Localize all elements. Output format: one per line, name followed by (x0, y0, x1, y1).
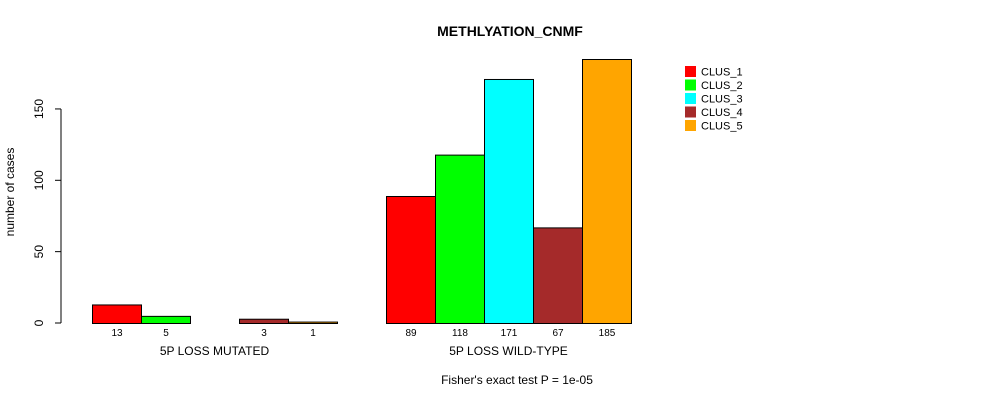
legend-swatch (685, 66, 696, 77)
chart-title: METHLYATION_CNMF (437, 23, 583, 39)
legend-label: CLUS_4 (701, 107, 743, 119)
y-tick-label: 100 (32, 170, 46, 190)
group-labels: 5P LOSS MUTATED 5P LOSS WILD-TYPE (160, 344, 568, 358)
bars (92, 59, 632, 325)
bar-clus-4-group-2 (533, 227, 583, 324)
bar-value-label: 13 (111, 328, 123, 339)
legend-swatch (685, 79, 696, 91)
bar-value-label: 1 (310, 328, 316, 339)
legend-swatch (685, 93, 696, 104)
bar-value-label: 5 (163, 328, 169, 339)
bar-clus-1-group-1 (92, 304, 142, 324)
bar-clus-2-group-2 (435, 154, 485, 324)
legend-swatch (685, 106, 696, 118)
bar-clus-2-group-1 (141, 315, 191, 325)
bar-value-label: 185 (599, 328, 616, 339)
legend-label: CLUS_3 (701, 94, 743, 106)
bar-clus-4-group-1 (239, 318, 289, 325)
legend-label: CLUS_2 (701, 80, 743, 92)
bar-value-label: 171 (501, 328, 518, 339)
fisher-test-footnote: Fisher's exact test P = 1e-05 (441, 373, 593, 387)
bar-value-label: 67 (552, 328, 564, 339)
bar-value-label: 118 (452, 328, 468, 339)
legend-label: CLUS_5 (701, 121, 743, 133)
bar-value-label: 89 (405, 328, 417, 339)
y-axis: 0 50 100 150 (32, 99, 62, 326)
y-tick-label: 150 (32, 99, 46, 119)
bar-clus-3-group-2 (484, 78, 534, 324)
bar-clus-5-group-1 (288, 321, 338, 324)
y-tick-label: 50 (32, 245, 46, 259)
bar-value-label: 3 (261, 328, 267, 339)
group-label: 5P LOSS WILD-TYPE (449, 344, 567, 358)
group-label: 5P LOSS MUTATED (160, 344, 270, 358)
bar-clus-5-group-2 (582, 59, 632, 324)
legend-swatch (685, 120, 696, 131)
bar-value-labels: 13 5 3 1 89 118 171 67 185 (111, 328, 615, 339)
y-axis-label: number of cases (3, 148, 17, 237)
y-tick-label: 0 (32, 319, 46, 326)
legend-label: CLUS_1 (701, 67, 743, 79)
bar-clus-1-group-2 (386, 195, 436, 324)
